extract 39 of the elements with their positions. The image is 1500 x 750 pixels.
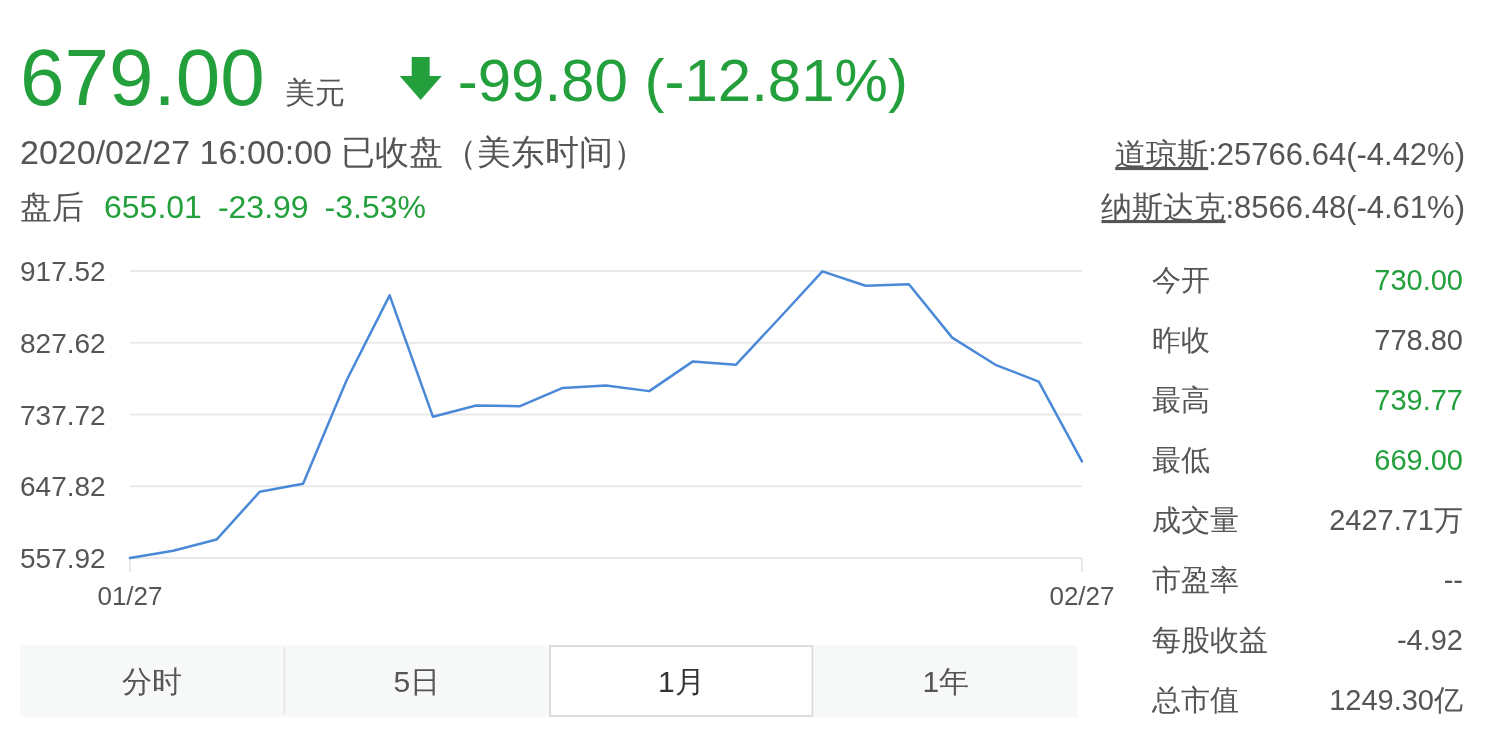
text: -4.92 [1396,624,1463,656]
text: 纳斯达克 [1101,190,1226,225]
text: 道琼斯 [1115,137,1209,172]
text: -- [1443,564,1463,596]
text: :25766.64(-4.42%) [1208,137,1465,172]
category-label: 今开 [1152,264,1210,296]
text: -3.53% [324,189,426,225]
category-label: 总市值 [1151,684,1239,716]
text: 美元 [284,76,345,109]
chart-subtitle: 2020/02/27 16:00:00 已收盘（美东时间） [20,133,648,171]
tab-button: 1月 [549,645,814,717]
text: 1249.30亿 [1329,684,1463,716]
text: -23.99 [217,189,309,225]
text: 669.00 [1374,444,1463,476]
y-tick-label: 647.82 [20,471,106,503]
text: -99.80 (-12.81%) [457,47,908,114]
text: 739.77 [1374,384,1463,416]
chart-title: 679.00 [20,33,265,122]
y-tick-label: 557.92 [20,543,106,574]
text: 778.80 [1374,324,1463,356]
x-tick-label: 02/27 [1049,581,1115,611]
tab-button: 分时 [20,645,285,717]
text: 盘后 [20,189,84,225]
category-label: 成交量 [1152,504,1239,536]
text: 730.00 [1374,264,1463,296]
category-label: 昨收 [1152,324,1210,356]
text: 2427.71万 [1329,504,1463,536]
y-tick-label: 737.72 [20,399,106,431]
y-tick-label: 917.52 [20,256,106,287]
y-tick-label: 827.62 [20,327,106,359]
text: :8566.48(-4.61%) [1225,190,1465,225]
text: 655.01 [104,189,202,225]
tab-button: 5日 [283,645,549,717]
category-label: 每股收益 [1152,624,1268,656]
category-label: 最低 [1152,444,1210,476]
x-tick-label: 01/27 [97,581,163,611]
tab-button: 1年 [813,645,1078,717]
category-label: 市盈率 [1152,564,1239,596]
category-label: 最高 [1152,384,1210,416]
